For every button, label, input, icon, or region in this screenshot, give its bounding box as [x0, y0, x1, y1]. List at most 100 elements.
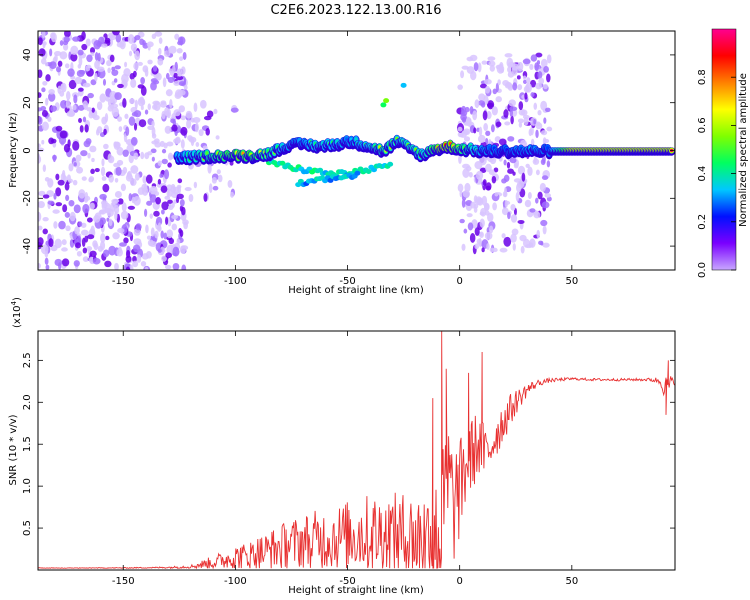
noise-speckle	[60, 99, 68, 109]
noise-speckle	[134, 172, 140, 181]
noise-speckle	[479, 218, 485, 228]
noise-speckle	[42, 228, 48, 235]
noise-speckle	[527, 166, 533, 177]
noise-speckle	[157, 58, 164, 66]
noise-speckle	[211, 176, 217, 184]
noise-speckle	[480, 207, 487, 217]
noise-speckle	[99, 217, 106, 225]
noise-speckle	[469, 233, 476, 243]
noise-speckle	[176, 193, 184, 200]
noise-speckle	[532, 158, 540, 165]
noise-speckle	[147, 103, 151, 111]
noise-speckle	[227, 180, 233, 188]
noise-speckle	[522, 238, 530, 248]
noise-speckle	[530, 54, 538, 62]
noise-speckle	[494, 192, 499, 197]
colorbar-gradient	[711, 28, 737, 271]
noise-speckle	[59, 40, 64, 46]
noise-speckle	[479, 156, 487, 166]
noise-speckle	[511, 65, 518, 76]
noise-speckle	[134, 99, 138, 110]
noise-speckle	[517, 219, 525, 224]
noise-speckle	[179, 205, 184, 212]
noise-speckle	[101, 176, 107, 181]
noise-speckle	[475, 196, 483, 206]
noise-speckle	[533, 118, 537, 125]
branch-blob	[327, 177, 334, 183]
noise-speckle	[119, 39, 126, 50]
noise-speckle	[546, 196, 552, 202]
noise-speckle	[203, 193, 208, 202]
noise-speckle	[64, 182, 70, 191]
noise-speckle	[140, 261, 147, 267]
noise-speckle	[481, 247, 485, 253]
noise-speckle	[66, 91, 71, 101]
noise-speckle	[83, 140, 91, 148]
noise-speckle	[137, 84, 145, 89]
noise-speckle	[61, 258, 70, 267]
noise-speckle	[183, 85, 188, 90]
noise-speckle	[536, 121, 541, 127]
noise-speckle	[172, 246, 180, 257]
noise-speckle	[130, 165, 139, 174]
noise-speckle	[68, 79, 77, 90]
spectrogram-y-tick-label: 0	[22, 147, 33, 153]
noise-speckle	[104, 260, 112, 268]
noise-speckle	[61, 247, 68, 252]
noise-speckle	[81, 43, 88, 51]
noise-speckle	[517, 165, 526, 175]
noise-speckle	[482, 179, 487, 186]
noise-speckle	[176, 48, 183, 54]
noise-speckle	[459, 218, 465, 224]
noise-speckle	[128, 193, 133, 202]
noise-speckle	[80, 229, 89, 236]
noise-speckle	[154, 31, 163, 37]
colorbar-tick-label: 0.0	[697, 262, 708, 278]
noise-speckle	[538, 77, 545, 85]
noise-speckle	[94, 167, 100, 173]
noise-speckle	[464, 106, 470, 113]
snr-frame	[37, 330, 676, 571]
noise-speckle	[140, 151, 145, 160]
noise-speckle	[90, 168, 95, 175]
noise-speckle	[152, 100, 160, 106]
noise-speckle	[167, 76, 175, 83]
noise-speckle	[193, 181, 198, 189]
noise-speckle	[495, 82, 499, 93]
noise-speckle	[76, 166, 84, 174]
noise-speckle	[72, 104, 77, 111]
snr-series-line	[38, 331, 675, 570]
noise-speckle	[524, 92, 528, 100]
noise-speckle	[171, 124, 178, 132]
noise-speckle	[78, 189, 86, 199]
noise-speckle	[38, 48, 46, 57]
noise-speckle	[535, 169, 540, 176]
noise-speckle	[178, 81, 186, 87]
noise-speckle	[498, 138, 507, 146]
noise-speckle	[125, 255, 132, 263]
noise-speckle	[495, 96, 502, 103]
noise-speckle	[518, 122, 523, 128]
noise-speckle	[504, 121, 511, 126]
noise-speckle	[487, 102, 494, 108]
noise-speckle	[145, 224, 149, 234]
noise-speckle	[100, 233, 106, 243]
noise-speckle	[176, 238, 181, 245]
noise-speckle	[144, 109, 149, 115]
snr-y-tick-label: 2.0	[22, 394, 33, 410]
noise-speckle	[515, 191, 520, 202]
noise-speckle	[485, 185, 492, 191]
noise-speckle	[543, 83, 548, 90]
noise-speckle	[76, 250, 82, 257]
noise-speckle	[138, 119, 147, 128]
noise-speckle	[474, 243, 480, 250]
noise-speckle	[94, 60, 100, 69]
noise-speckle	[72, 179, 78, 186]
noise-speckle	[99, 93, 107, 103]
spectrogram-y-tick-label: 40	[22, 49, 33, 62]
branch-blob	[400, 82, 407, 88]
colorbar: 0.0 0.2 0.4 0.6 0.8 Normalized spectral ampl…	[697, 28, 749, 278]
noise-speckle	[163, 232, 168, 240]
noise-speckle	[152, 104, 158, 110]
noise-speckle	[85, 38, 91, 47]
